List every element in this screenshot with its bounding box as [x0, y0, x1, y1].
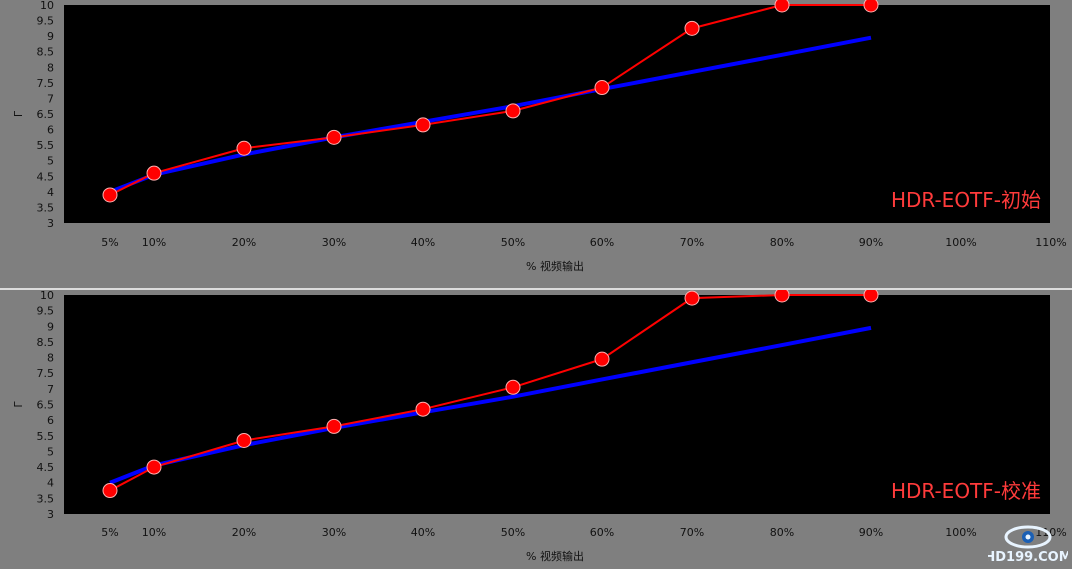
x-tick-label: 10% [142, 526, 166, 539]
y-tick-label: 7 [47, 92, 54, 105]
data-point [236, 140, 252, 156]
data-point [774, 0, 790, 13]
x-tick-label: 60% [590, 526, 614, 539]
y-tick-label: 7.5 [37, 367, 55, 380]
x-tick-label: 20% [232, 236, 256, 249]
y-tick-label: 5 [47, 155, 54, 168]
y-tick-label: 4 [47, 186, 54, 199]
x-tick-label: 40% [411, 526, 435, 539]
data-point [863, 0, 879, 13]
x-axis-label: % 视频输出 [526, 259, 584, 273]
y-tick-label: 4 [47, 477, 54, 490]
y-tick-label: 9.5 [37, 305, 55, 318]
eotf-chart-calibrated: 3 3.5 4 4.5 5 5.5 6 6.5 7 7.5 8 8.5 9 9.5 10 5% 10% 20% 30… [12, 290, 1067, 563]
y-tick-label: 5.5 [37, 139, 55, 152]
y-tick-label: 6.5 [37, 399, 55, 412]
panel-divider [0, 288, 1072, 290]
data-point [146, 459, 162, 475]
y-axis-label: Γ [12, 110, 25, 117]
data-point [594, 351, 610, 367]
x-tick-label: 30% [322, 236, 346, 249]
data-point [863, 290, 879, 303]
data-point [415, 117, 431, 133]
data-point [326, 418, 342, 434]
y-tick-label: 7 [47, 383, 54, 396]
y-axis-label: Γ [12, 401, 25, 408]
x-tick-label: 90% [859, 236, 883, 249]
x-tick-label: 50% [501, 236, 525, 249]
x-tick-label: 10% [142, 236, 166, 249]
data-point [684, 20, 700, 36]
x-tick-label: 40% [411, 236, 435, 249]
x-tick-label: 20% [232, 526, 256, 539]
x-tick-label: 5% [101, 526, 118, 539]
y-tick-label: 8 [47, 61, 54, 74]
y-tick-label: 3 [47, 508, 54, 521]
x-axis-label: % 视频输出 [526, 549, 584, 563]
y-tick-label: 6.5 [37, 108, 55, 121]
y-tick-label: 4.5 [37, 461, 55, 474]
y-tick-label: 9 [47, 320, 54, 333]
data-point [774, 290, 790, 303]
plot-area [64, 295, 1050, 514]
x-tick-label: 30% [322, 526, 346, 539]
series-line-reference [109, 35, 872, 194]
y-tick-label: 8 [47, 352, 54, 365]
chart-annotation: HDR-EOTF-初始 [891, 188, 1041, 212]
x-tick-label: 60% [590, 236, 614, 249]
x-tick-label: 100% [945, 236, 976, 249]
eye-logo-icon: HD199.COM [988, 525, 1068, 565]
y-tick-label: 5.5 [37, 430, 55, 443]
data-point [684, 290, 700, 306]
series-line-measured [109, 4, 871, 196]
series-line-measured [109, 294, 871, 492]
y-tick-label: 7.5 [37, 77, 55, 90]
y-tick-label: 8.5 [37, 46, 55, 59]
data-point [594, 80, 610, 96]
y-tick-label: 9.5 [37, 15, 55, 28]
x-tick-label: 110% [1035, 236, 1066, 249]
y-tick-label: 4.5 [37, 170, 55, 183]
data-point [102, 483, 118, 499]
eotf-chart-initial: 3 3.5 4 4.5 5 5.5 6 6.5 7 7.5 8 8.5 9 9.5 10 5% 10% 20% 30… [12, 0, 1067, 273]
plot-area [64, 5, 1050, 223]
data-point [102, 187, 118, 203]
watermark-text: HD199.COM [988, 550, 1068, 565]
y-tick-label: 10 [40, 290, 54, 302]
data-point [415, 401, 431, 417]
y-tick-label: 3.5 [37, 201, 55, 214]
watermark: HD199.COM [988, 523, 1068, 565]
x-tick-label: 100% [945, 526, 976, 539]
chart-panel-initial: 3 3.5 4 4.5 5 5.5 6 6.5 7 7.5 8 8.5 9 9.5 10 5% 10% 20% 30… [12, 0, 1067, 273]
data-point [505, 103, 521, 119]
x-tick-label: 90% [859, 526, 883, 539]
chart-panel-calibrated: 3 3.5 4 4.5 5 5.5 6 6.5 7 7.5 8 8.5 9 9.5 10 5% 10% 20% 30… [0, 290, 1072, 569]
data-point [146, 165, 162, 181]
y-tick-label: 6 [47, 414, 54, 427]
y-tick-label: 10 [40, 0, 54, 12]
x-tick-label: 80% [770, 526, 794, 539]
y-tick-label: 5 [47, 445, 54, 458]
chart-annotation: HDR-EOTF-校准 [891, 479, 1041, 503]
y-tick-label: 8.5 [37, 336, 55, 349]
y-tick-label: 3.5 [37, 492, 55, 505]
data-point [326, 129, 342, 145]
x-tick-label: 50% [501, 526, 525, 539]
x-tick-label: 80% [770, 236, 794, 249]
series-line-reference [109, 325, 872, 485]
y-tick-label: 9 [47, 30, 54, 43]
x-tick-label: 70% [680, 236, 704, 249]
data-point [505, 379, 521, 395]
y-tick-label: 6 [47, 124, 54, 137]
x-tick-label: 70% [680, 526, 704, 539]
y-tick-label: 3 [47, 217, 54, 230]
x-tick-label: 5% [101, 236, 118, 249]
data-point [236, 432, 252, 448]
